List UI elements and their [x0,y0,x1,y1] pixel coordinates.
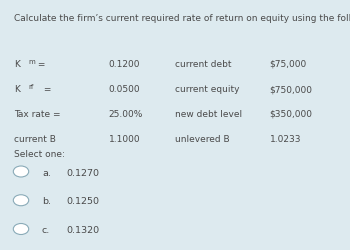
Circle shape [13,195,29,206]
Text: 1.1000: 1.1000 [108,135,140,144]
Text: Tax rate =: Tax rate = [14,110,61,119]
Text: 25.00%: 25.00% [108,110,143,119]
Circle shape [13,166,29,177]
Text: current B: current B [14,135,56,144]
Text: 0.1250: 0.1250 [66,198,99,206]
Text: =: = [41,85,52,94]
Text: Calculate the firm’s current required rate of return on equity using the followi: Calculate the firm’s current required ra… [14,14,350,23]
Text: current equity: current equity [175,85,239,94]
Text: c.: c. [42,226,50,235]
Text: new debt level: new debt level [175,110,242,119]
Text: a.: a. [42,169,51,178]
Text: unlevered B: unlevered B [175,135,230,144]
Text: 0.1200: 0.1200 [108,60,140,69]
Text: 0.1320: 0.1320 [66,226,100,235]
Text: Select one:: Select one: [14,150,65,159]
Text: =: = [35,60,46,69]
Text: $750,000: $750,000 [270,85,313,94]
Text: b.: b. [42,198,51,206]
Text: 0.0500: 0.0500 [108,85,140,94]
Text: 0.1270: 0.1270 [66,169,99,178]
Circle shape [13,224,29,234]
Text: 1.0233: 1.0233 [270,135,301,144]
Text: m: m [29,59,35,65]
Text: $75,000: $75,000 [270,60,307,69]
Text: rf: rf [29,84,34,90]
Text: K: K [14,60,20,69]
Text: K: K [14,85,20,94]
Text: current debt: current debt [175,60,231,69]
Text: $350,000: $350,000 [270,110,313,119]
